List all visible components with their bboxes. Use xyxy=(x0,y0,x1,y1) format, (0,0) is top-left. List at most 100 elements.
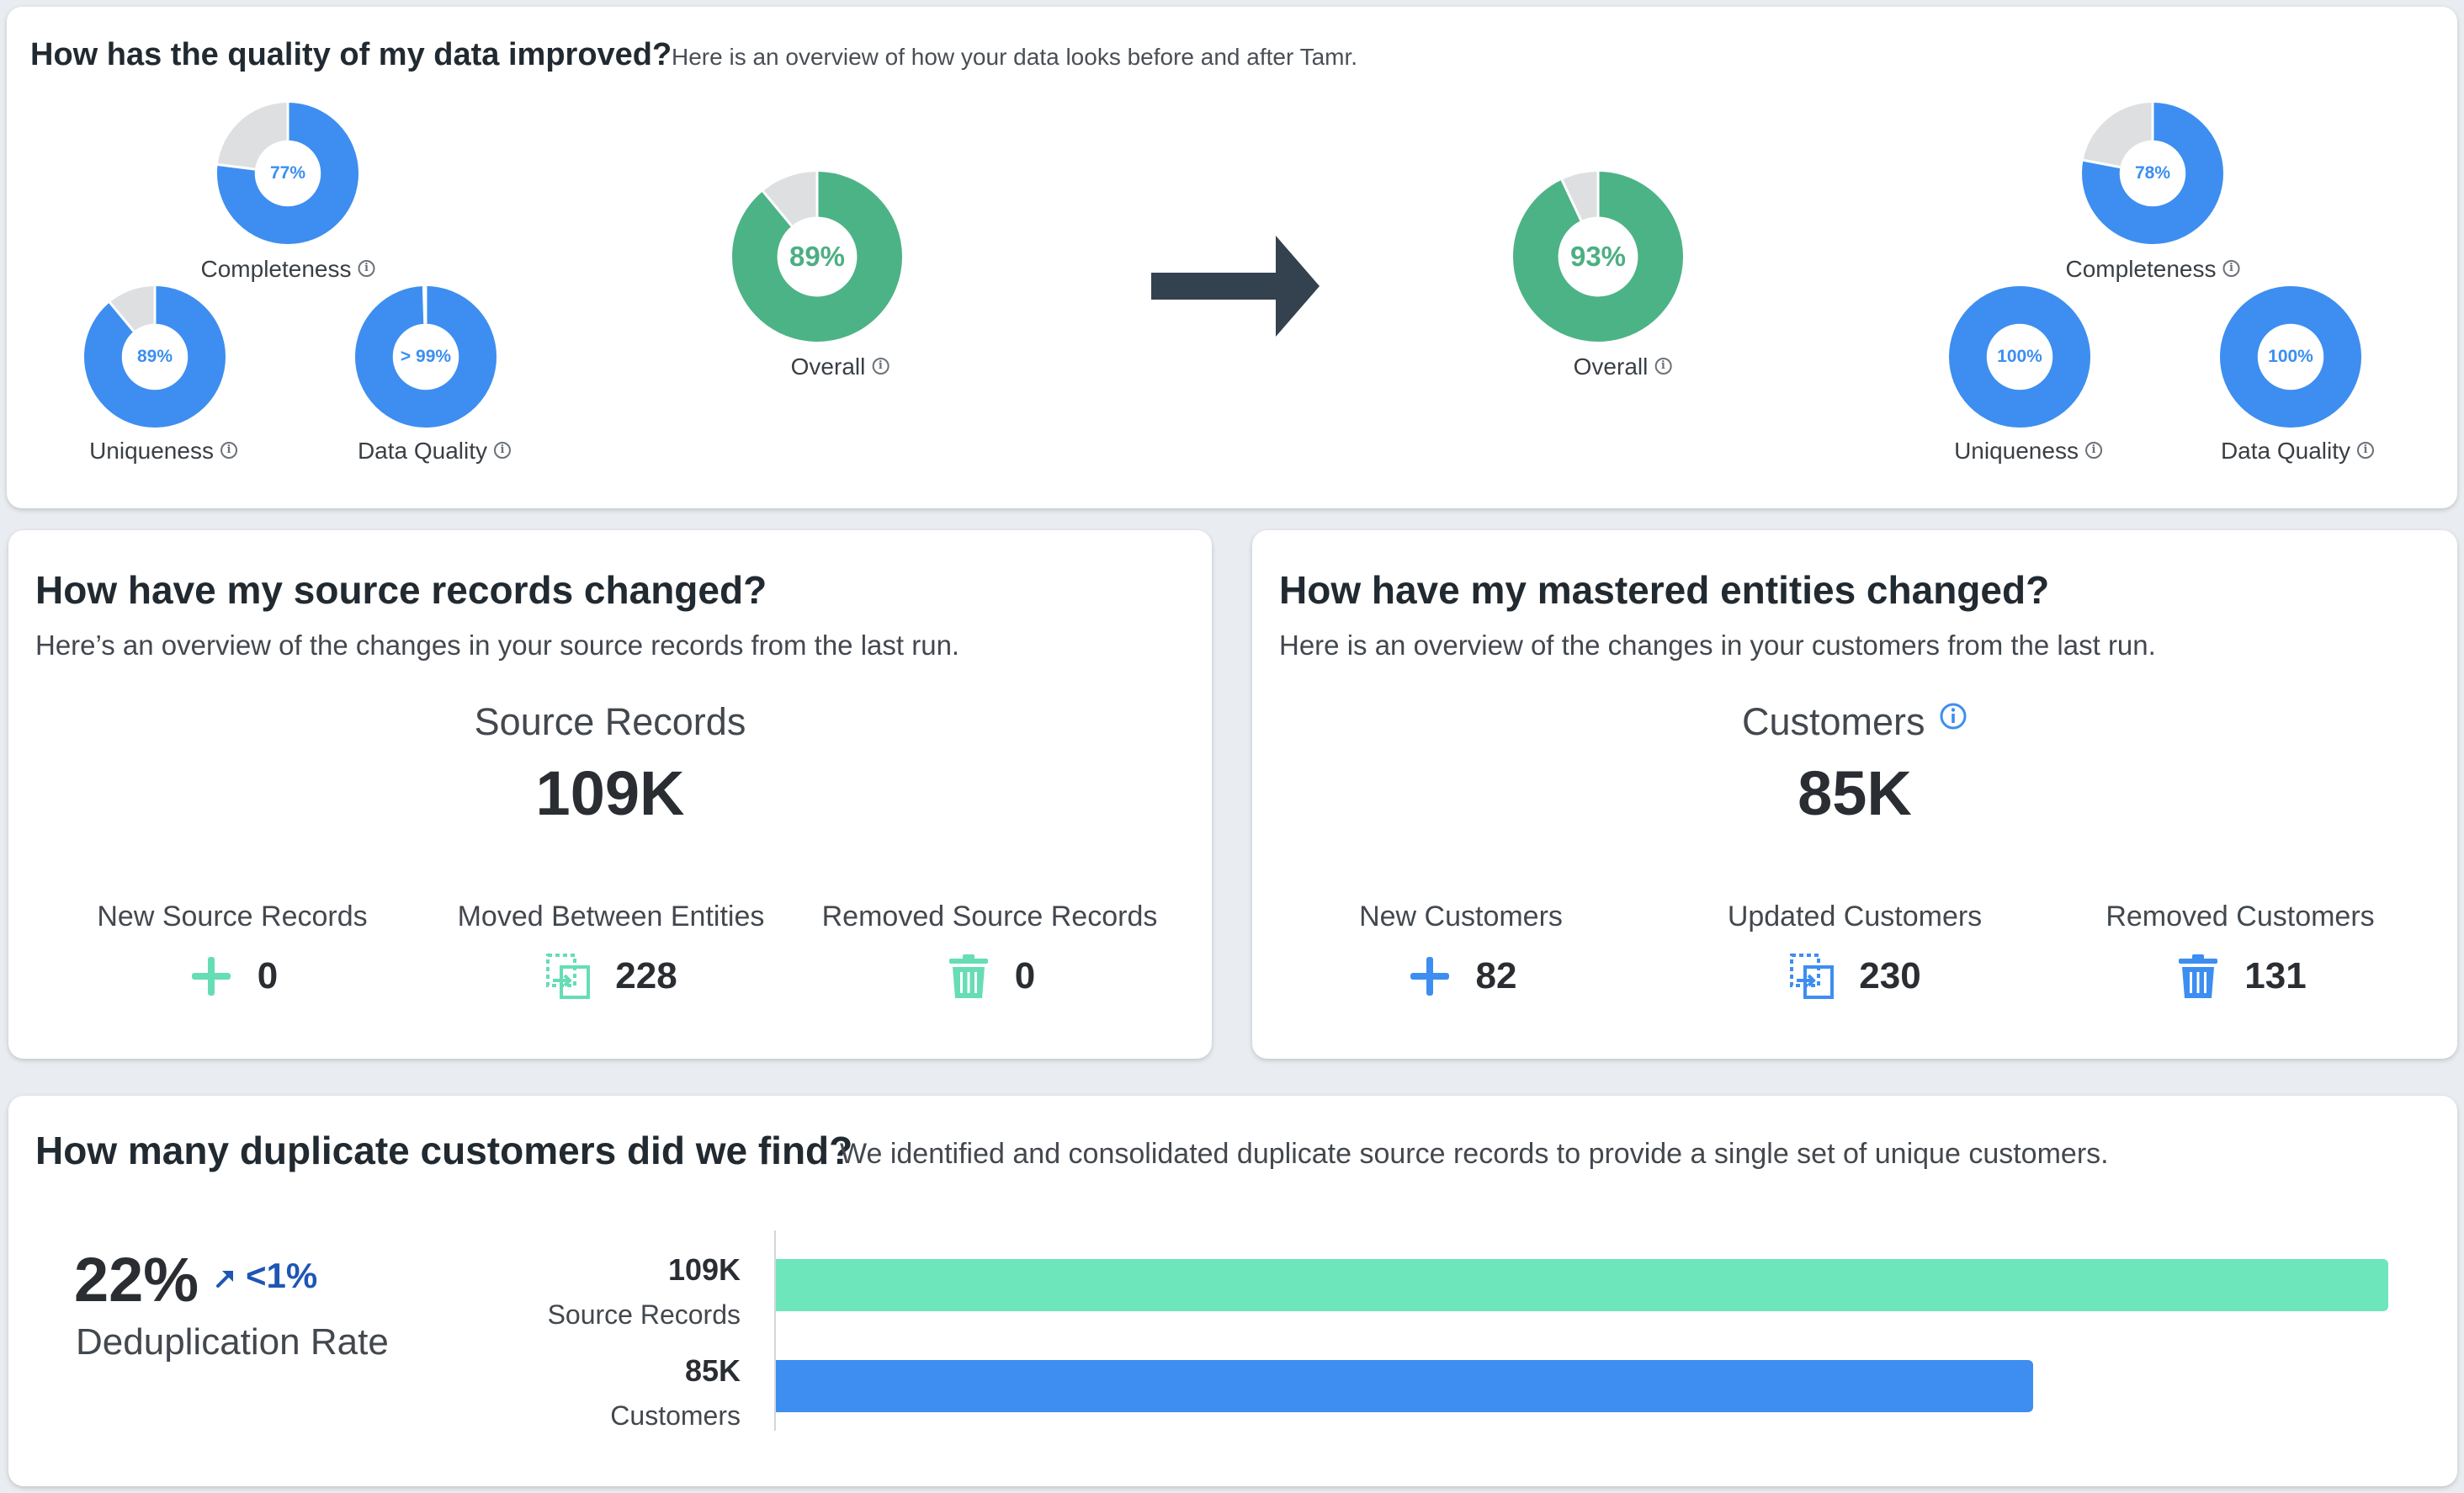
plus-icon xyxy=(1405,952,1454,1001)
stat-label: Updated Customers xyxy=(1727,901,1983,932)
before-completeness-donut: 77% xyxy=(215,101,360,246)
source-subtitle: Here’s an overview of the changes in you… xyxy=(35,630,960,661)
donut-separator xyxy=(109,301,135,332)
after-uniqueness-label: Uniqueness i xyxy=(1954,438,2102,465)
info-icon[interactable]: i xyxy=(358,259,375,277)
info-icon[interactable] xyxy=(1939,702,1967,731)
source-title: How have my source records changed? xyxy=(35,568,767,612)
stat-label: New Customers xyxy=(1359,901,1563,932)
donut-chart xyxy=(2220,286,2361,428)
donut-fill xyxy=(2220,286,2361,428)
label-text: Data Quality xyxy=(2220,438,2351,464)
plus-icon xyxy=(187,952,236,1001)
donut-percent: 100% xyxy=(2268,347,2313,366)
before-data-quality-label: Data Quality i xyxy=(357,438,512,465)
arrow-right-icon xyxy=(1151,236,1320,337)
duplicates-card: How many duplicate customers did we find… xyxy=(8,1096,2457,1486)
after-overall-label: Overall i xyxy=(1574,353,1672,380)
donut-fill xyxy=(1949,286,2090,428)
bar-category-label: Source Records xyxy=(547,1299,741,1330)
dedup-rate-label: Deduplication Rate xyxy=(76,1321,389,1363)
stat-value: 228 xyxy=(615,955,677,996)
info-icon[interactable]: i xyxy=(494,441,512,459)
donut-separator xyxy=(217,162,256,171)
stat-value: 131 xyxy=(2244,955,2307,996)
new-source-records-stat: New Source Records 0 xyxy=(39,901,426,1001)
donut-chart xyxy=(1949,286,2090,428)
label-text: Overall xyxy=(1573,353,1649,380)
source-records-card: How have my source records changed? Here… xyxy=(8,530,1212,1059)
entities-subtitle: Here is an overview of the changes in yo… xyxy=(1279,630,2156,661)
label-text: Overall xyxy=(790,353,866,380)
bar-category-label: Customers xyxy=(610,1400,741,1431)
donut-chart xyxy=(84,286,226,428)
customers-label-text: Customers xyxy=(1741,700,1925,743)
label-text: Completeness xyxy=(200,256,352,282)
after-completeness-donut: 78% xyxy=(2080,101,2225,246)
label-text: Uniqueness xyxy=(89,438,214,464)
trend-up-icon xyxy=(216,1270,233,1288)
info-icon[interactable]: i xyxy=(2084,441,2102,459)
after-completeness-label: Completeness i xyxy=(2066,256,2240,283)
moved-between-entities-stat: Moved Between Entities 228 xyxy=(417,901,805,1001)
source-records-label: Source Records xyxy=(474,700,746,743)
donut-percent: 89% xyxy=(136,347,173,366)
customers-value: 85K xyxy=(1798,758,1912,828)
before-overall-donut: 89% xyxy=(730,170,904,343)
donut-separator xyxy=(422,285,427,324)
source-records-value: 109K xyxy=(535,758,685,828)
before-overall-label: Overall i xyxy=(791,353,889,380)
dedup-rate-change: <1% xyxy=(214,1256,317,1296)
info-icon[interactable]: i xyxy=(2222,259,2240,277)
donut-separator xyxy=(1560,178,1583,221)
donut-percent: 77% xyxy=(269,163,306,183)
label-text: Data Quality xyxy=(357,438,488,464)
donut-chart xyxy=(1512,171,1684,343)
bar-chart-axis xyxy=(774,1230,776,1431)
stat-value: 0 xyxy=(1014,955,1036,996)
removed-customers-stat: Removed Customers 131 xyxy=(2047,901,2434,1001)
donut-chart xyxy=(2082,103,2223,244)
before-uniqueness-label: Uniqueness i xyxy=(89,438,237,465)
stat-label: New Source Records xyxy=(97,901,368,932)
data-quality-card: How has the quality of my data improved?… xyxy=(7,7,2457,508)
stat-label: Removed Customers xyxy=(2106,901,2375,932)
quality-subtitle: Here is an overview of how your data loo… xyxy=(672,44,1358,70)
after-overall-donut: 93% xyxy=(1511,170,1685,343)
customers-label: Customers xyxy=(1252,700,2457,744)
stat-value: 0 xyxy=(257,955,279,996)
stat-label: Removed Source Records xyxy=(821,901,1158,932)
donut-chart xyxy=(217,103,358,244)
info-icon[interactable]: i xyxy=(1654,357,1672,375)
info-icon[interactable]: i xyxy=(872,357,889,375)
info-icon[interactable]: i xyxy=(2357,441,2375,459)
bar-value-label: 85K xyxy=(684,1353,741,1388)
before-uniqueness-donut: 89% xyxy=(82,284,227,429)
duplicates-subtitle: We identified and consolidated duplicate… xyxy=(840,1138,2109,1170)
mastered-entities-card: How have my mastered entities changed? H… xyxy=(1252,530,2457,1059)
removed-source-records-stat: Removed Source Records 0 xyxy=(796,901,1183,1001)
updated-customers-stat: Updated Customers 230 xyxy=(1661,901,2048,1001)
bar-value-label: 109K xyxy=(667,1252,741,1287)
donut-chart xyxy=(355,285,497,428)
duplicates-title: How many duplicate customers did we find… xyxy=(35,1129,853,1172)
label-text: Completeness xyxy=(2065,256,2217,282)
entities-title: How have my mastered entities changed? xyxy=(1279,568,2050,612)
donut-percent: > 99% xyxy=(400,347,452,366)
donut-percent: 93% xyxy=(1569,241,1627,272)
after-data-quality-label: Data Quality i xyxy=(2220,438,2375,465)
move-icon xyxy=(1788,952,1837,1001)
stat-value: 82 xyxy=(1475,955,1517,996)
info-icon[interactable]: i xyxy=(220,441,237,459)
move-icon xyxy=(544,952,593,1001)
bar-source-records xyxy=(776,1259,2388,1311)
donut-chart xyxy=(731,171,903,343)
after-uniqueness-donut: 100% xyxy=(1947,284,2092,429)
donut-separator xyxy=(2083,158,2121,169)
dedup-rate-value: 22% xyxy=(74,1245,199,1315)
quality-title: How has the quality of my data improved? xyxy=(30,37,672,72)
stat-label: Moved Between Entities xyxy=(457,901,765,932)
new-customers-stat: New Customers 82 xyxy=(1267,901,1654,1001)
before-data-quality-donut: > 99% xyxy=(353,284,498,429)
donut-percent: 100% xyxy=(1997,347,2042,366)
